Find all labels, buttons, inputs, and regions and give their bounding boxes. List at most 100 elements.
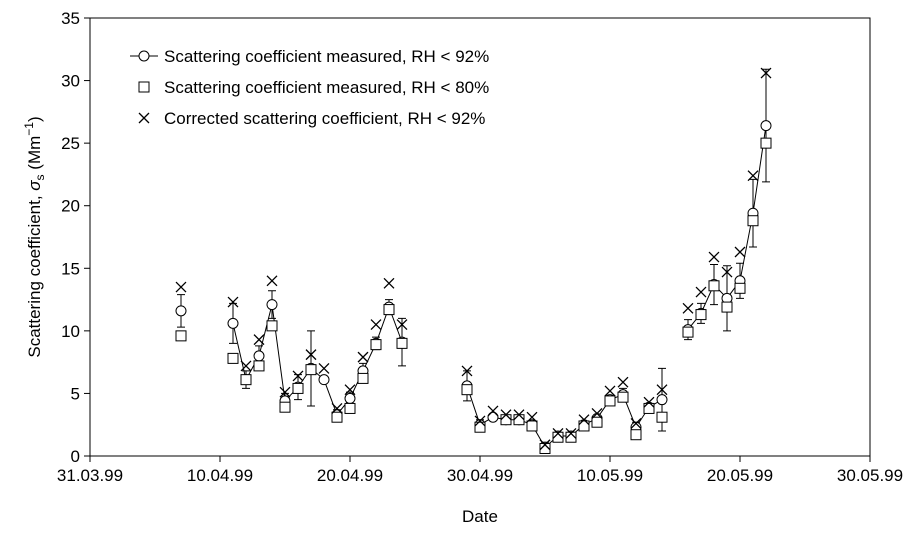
square-marker — [526, 420, 538, 432]
legend-label: Corrected scattering coefficient, RH < 9… — [164, 109, 485, 128]
x-marker — [461, 365, 473, 377]
square-marker — [344, 402, 356, 414]
x-tick-label: 31.03.99 — [57, 466, 123, 485]
x-marker — [578, 414, 590, 426]
square-marker — [565, 431, 577, 443]
square-marker — [227, 352, 239, 364]
x-marker — [331, 402, 343, 414]
x-marker — [604, 385, 616, 397]
square-marker — [682, 326, 694, 338]
square-marker — [331, 411, 343, 423]
circle-marker — [487, 411, 499, 423]
series-line — [232, 125, 767, 449]
x-tick-label: 30.04.99 — [447, 466, 513, 485]
square-marker — [240, 374, 252, 386]
x-marker — [747, 170, 759, 182]
circle-marker — [656, 394, 668, 406]
y-tick-label: 20 — [61, 197, 80, 216]
x-marker — [240, 360, 252, 372]
x-tick-label: 20.05.99 — [707, 466, 773, 485]
square-marker — [396, 337, 408, 349]
square-marker — [474, 421, 486, 433]
x-marker — [227, 296, 239, 308]
square-marker — [500, 414, 512, 426]
square-marker — [357, 372, 369, 384]
circle-marker — [266, 299, 278, 311]
square-marker — [734, 282, 746, 294]
x-marker — [292, 370, 304, 382]
x-marker — [591, 407, 603, 419]
x-marker — [474, 415, 486, 427]
x-marker — [734, 246, 746, 258]
x-marker — [526, 411, 538, 423]
x-marker — [513, 409, 525, 421]
square-marker — [383, 304, 395, 316]
x-marker — [708, 251, 720, 263]
y-tick-label: 25 — [61, 134, 80, 153]
legend-label: Scattering coefficient measured, RH < 92… — [164, 47, 489, 66]
x-marker — [305, 349, 317, 361]
circle-marker — [227, 317, 239, 329]
y-tick-label: 15 — [61, 259, 80, 278]
x-marker — [370, 319, 382, 331]
y-tick-label: 35 — [61, 9, 80, 28]
x-tick-label: 20.04.99 — [317, 466, 383, 485]
square-marker — [617, 391, 629, 403]
x-marker — [565, 428, 577, 439]
square-marker — [630, 429, 642, 441]
square-marker — [721, 301, 733, 313]
square-marker — [695, 309, 707, 321]
x-marker — [682, 302, 694, 314]
x-marker — [357, 351, 369, 363]
y-tick-label: 10 — [61, 322, 80, 341]
circle-marker — [760, 120, 772, 132]
square-marker — [513, 414, 525, 426]
circle-marker — [138, 50, 150, 62]
x-marker — [539, 439, 551, 451]
x-tick-label: 30.05.99 — [837, 466, 903, 485]
x-marker — [175, 281, 187, 293]
circle-marker — [253, 350, 265, 362]
x-marker — [344, 384, 356, 396]
square-marker — [370, 339, 382, 351]
y-tick-label: 30 — [61, 72, 80, 91]
x-marker — [253, 334, 265, 346]
square-marker — [604, 395, 616, 407]
square-marker — [656, 411, 668, 423]
x-marker — [487, 405, 499, 417]
x-marker — [630, 418, 642, 429]
square-marker — [292, 382, 304, 394]
x-marker — [760, 67, 772, 79]
y-tick-label: 5 — [71, 384, 80, 403]
x-marker — [266, 275, 278, 287]
x-marker — [383, 277, 395, 289]
x-marker — [279, 386, 291, 398]
square-marker — [461, 384, 473, 396]
x-marker — [617, 376, 629, 388]
square-marker — [643, 402, 655, 414]
square-marker — [747, 215, 759, 227]
x-marker — [643, 396, 655, 408]
x-axis-label: Date — [462, 507, 498, 526]
legend: Scattering coefficient measured, RH < 92… — [130, 47, 489, 128]
square-marker — [708, 280, 720, 292]
square-marker — [760, 137, 772, 149]
y-tick-label: 0 — [71, 447, 80, 466]
circle-marker — [175, 305, 187, 317]
x-marker — [396, 319, 408, 331]
square-marker — [305, 364, 317, 376]
circle-marker — [318, 374, 330, 386]
square-marker — [591, 416, 603, 428]
square-marker — [175, 330, 187, 342]
y-axis-label: Scattering coefficient, σs (Mm−1) — [22, 116, 47, 357]
x-marker — [656, 384, 668, 396]
square-marker — [266, 320, 278, 332]
x-marker — [695, 286, 707, 298]
square-marker — [253, 360, 265, 372]
square-marker — [539, 442, 551, 454]
square-marker — [552, 431, 564, 443]
square-marker — [138, 81, 150, 93]
x-marker — [318, 362, 330, 374]
x-tick-label: 10.05.99 — [577, 466, 643, 485]
